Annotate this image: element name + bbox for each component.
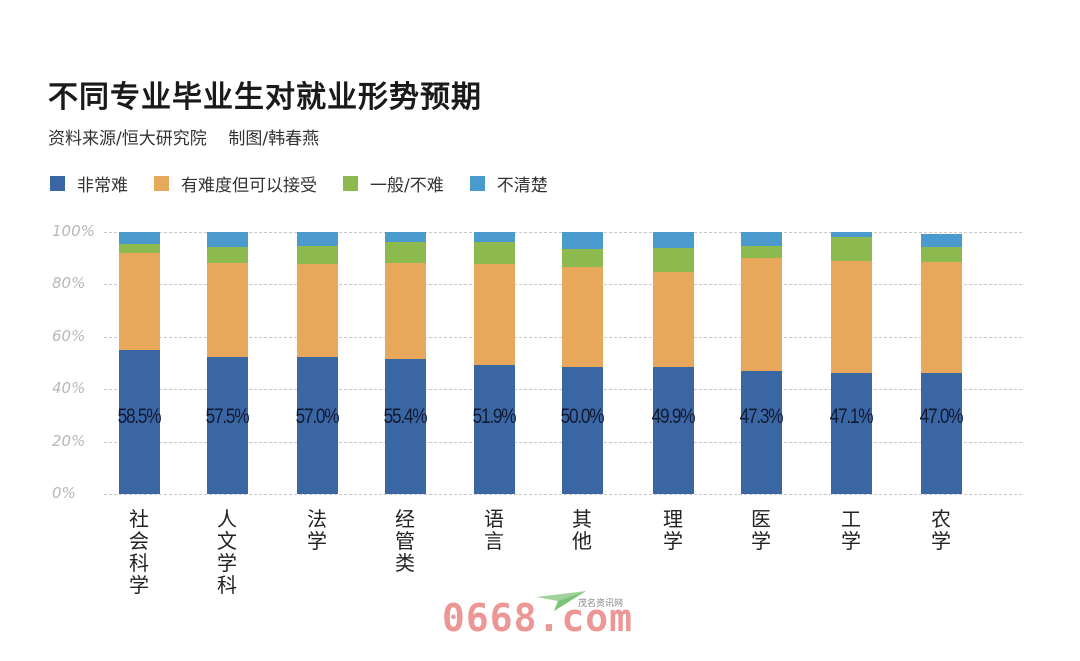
data-label: 50.0% bbox=[560, 405, 605, 428]
bar-segment bbox=[741, 257, 782, 372]
stacked-bar bbox=[653, 232, 694, 494]
bar-segment bbox=[831, 232, 872, 238]
bar-segment bbox=[741, 232, 782, 246]
bar-segment bbox=[297, 263, 338, 357]
stacked-bar bbox=[297, 232, 338, 494]
bar-segment bbox=[297, 245, 338, 264]
legend-item: 一般/不难 bbox=[343, 171, 444, 196]
chart-subtitle: 资料来源/恒大研究院 制图/韩春燕 bbox=[48, 129, 320, 149]
x-axis-label: 理学 bbox=[663, 507, 683, 553]
y-tick-label: 20% bbox=[52, 431, 86, 450]
bar-segment bbox=[119, 349, 160, 494]
stacked-bar bbox=[207, 232, 248, 494]
data-label: 55.4% bbox=[383, 405, 428, 428]
bar-segment bbox=[474, 241, 515, 264]
data-label: 47.1% bbox=[829, 405, 874, 428]
y-tick-label: 100% bbox=[52, 222, 95, 240]
bar-segment bbox=[921, 234, 962, 247]
x-axis-label: 社会科学 bbox=[129, 507, 149, 597]
bar-segment bbox=[562, 232, 603, 250]
legend-swatch-icon bbox=[154, 176, 169, 191]
bar-segment bbox=[119, 252, 160, 350]
data-label: 57.0% bbox=[295, 405, 340, 428]
bar-segment bbox=[562, 366, 603, 494]
paper-plane-icon bbox=[536, 591, 586, 611]
bar-segment bbox=[562, 267, 603, 367]
y-tick-label: 40% bbox=[52, 379, 86, 398]
bar-segment bbox=[921, 262, 962, 373]
bar-segment bbox=[207, 356, 248, 494]
legend-swatch-icon bbox=[50, 176, 65, 191]
x-axis-label: 农学 bbox=[931, 507, 951, 553]
bar-segment bbox=[831, 237, 872, 262]
y-tick-label: 0% bbox=[52, 484, 76, 502]
x-axis-label: 语言 bbox=[484, 507, 504, 553]
x-axis-label: 医学 bbox=[751, 507, 771, 553]
bar-segment bbox=[385, 232, 426, 242]
bar-segment bbox=[921, 372, 962, 494]
legend-label: 一般/不难 bbox=[370, 176, 444, 196]
legend-item: 不清楚 bbox=[469, 171, 548, 196]
data-label: 57.5% bbox=[205, 405, 250, 428]
data-label: 47.3% bbox=[739, 405, 784, 428]
stacked-bar bbox=[741, 232, 782, 494]
stacked-bar bbox=[474, 232, 515, 494]
bar-segment bbox=[653, 232, 694, 248]
bar-segment bbox=[385, 359, 426, 494]
bar-segment bbox=[921, 246, 962, 263]
y-tick-label: 80% bbox=[52, 274, 86, 293]
bar-segment bbox=[207, 262, 248, 357]
gridline bbox=[104, 494, 1022, 495]
legend-label: 有难度但可以接受 bbox=[181, 176, 317, 196]
data-label: 58.5% bbox=[117, 405, 162, 428]
stacked-bar bbox=[921, 234, 962, 494]
stacked-bar bbox=[119, 232, 160, 494]
legend-item: 有难度但可以接受 bbox=[154, 171, 317, 196]
legend-swatch-icon bbox=[343, 176, 358, 191]
stacked-bar bbox=[831, 232, 872, 494]
bar-segment bbox=[653, 248, 694, 273]
x-axis-label: 经管类 bbox=[395, 507, 415, 575]
data-label: 51.9% bbox=[472, 405, 517, 428]
bar-segment bbox=[119, 232, 160, 245]
stacked-bar bbox=[562, 232, 603, 494]
bar-segment bbox=[562, 249, 603, 268]
legend-label: 不清楚 bbox=[496, 176, 548, 196]
bar-segment bbox=[297, 356, 338, 494]
y-tick-label: 60% bbox=[52, 326, 86, 345]
chart-title: 不同专业毕业生对就业形势预期 bbox=[48, 80, 482, 115]
bar-segment bbox=[474, 232, 515, 242]
stacked-bar bbox=[385, 232, 426, 494]
x-axis-label: 其他 bbox=[572, 507, 592, 553]
bar-segment bbox=[831, 372, 872, 494]
data-label: 49.9% bbox=[651, 405, 696, 428]
legend-item: 非常难 bbox=[50, 171, 128, 196]
bar-segment bbox=[119, 244, 160, 253]
watermark-subtext: 茂名资讯网 bbox=[578, 599, 624, 609]
legend: 非常难 有难度但可以接受 一般/不难 不清楚 bbox=[50, 171, 574, 196]
bar-segment bbox=[207, 232, 248, 247]
bar-segment bbox=[741, 371, 782, 494]
x-axis-label: 人文学科 bbox=[217, 507, 237, 597]
bar-segment bbox=[385, 241, 426, 263]
bar-segment bbox=[385, 262, 426, 360]
bar-segment bbox=[741, 245, 782, 258]
bar-segment bbox=[474, 365, 515, 494]
legend-label: 非常难 bbox=[77, 176, 128, 196]
bar-segment bbox=[653, 366, 694, 494]
bar-segment bbox=[474, 263, 515, 366]
bar-segment bbox=[653, 272, 694, 367]
legend-swatch-icon bbox=[469, 176, 485, 191]
bar-segment bbox=[207, 246, 248, 263]
bar-segment bbox=[831, 261, 872, 373]
x-axis-label: 法学 bbox=[307, 507, 327, 553]
x-axis-label: 工学 bbox=[841, 507, 861, 553]
watermark-logo: 0668.com bbox=[442, 596, 634, 640]
bar-segment bbox=[297, 232, 338, 246]
data-label: 47.0% bbox=[919, 405, 964, 428]
